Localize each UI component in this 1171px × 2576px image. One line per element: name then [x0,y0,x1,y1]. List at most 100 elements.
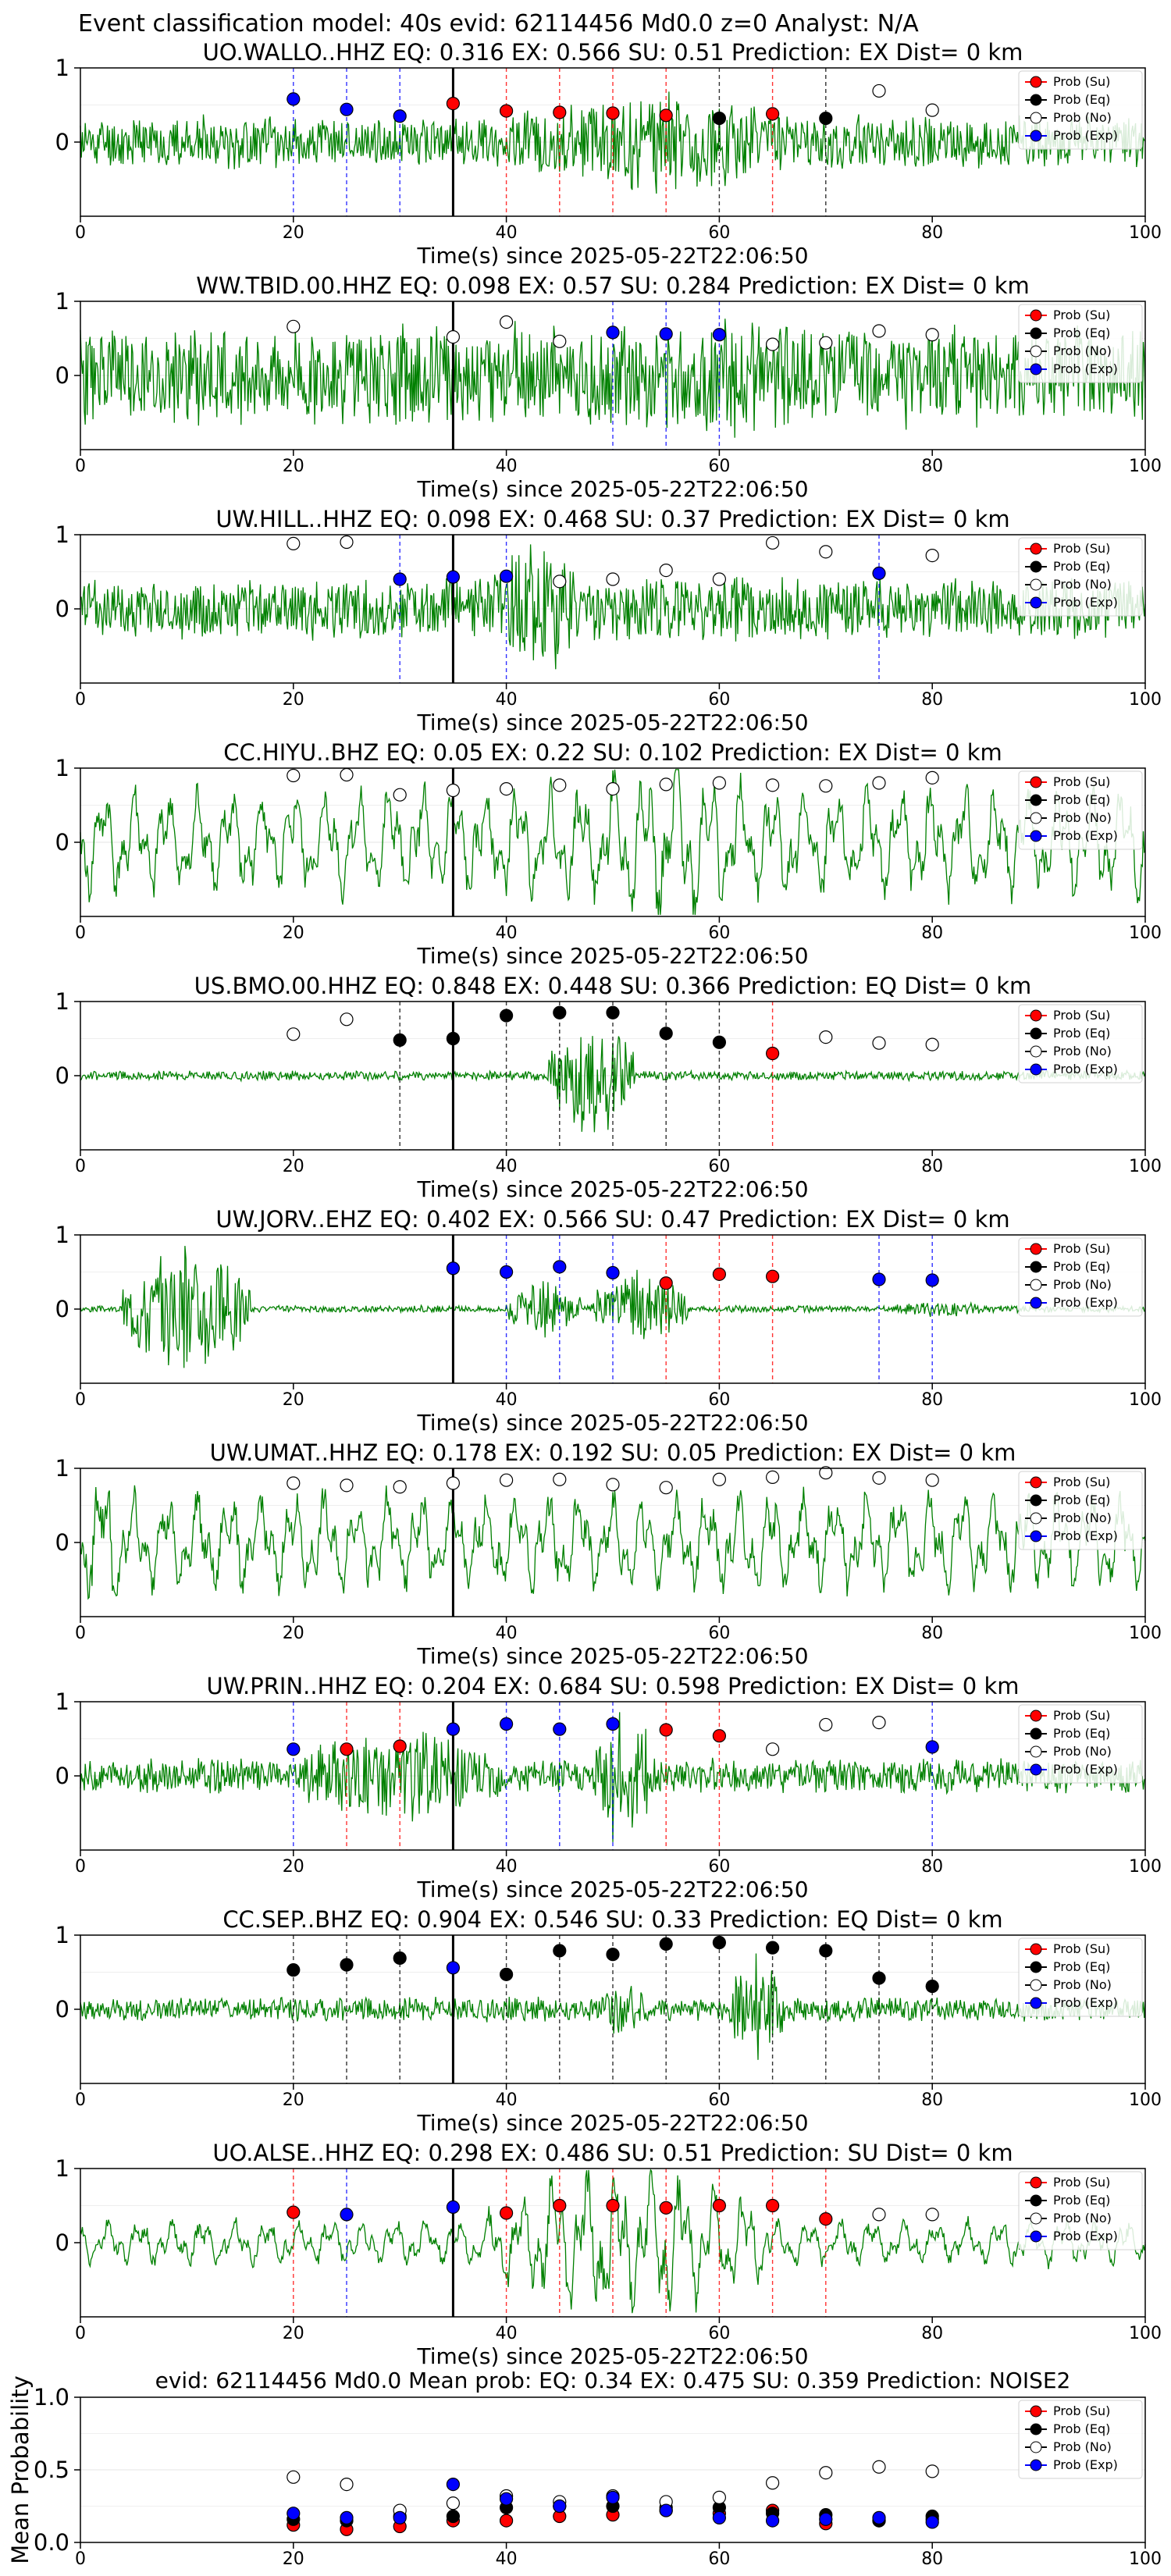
y-tick-label: 1 [55,2155,69,2182]
legend-label: Prob (Exp) [1053,1062,1118,1076]
y-tick-label: 0 [55,1763,69,1789]
legend-marker [1030,830,1042,842]
prob-marker-exp [340,2208,354,2222]
waveform-trace [80,1712,1146,1842]
x-tick-label: 0 [75,1157,86,1176]
legend-box [1018,1704,1143,1784]
prob-marker-exp [446,1261,461,1276]
x-tick-label: 60 [708,1157,730,1176]
mean-marker-exp [872,2510,886,2524]
legend-label: Prob (Su) [1053,308,1110,322]
prob-marker-su [765,1046,780,1061]
prob-marker-no [606,781,620,796]
x-tick-label: 80 [921,457,943,476]
y-tick-label: 0 [55,596,69,622]
legend-marker [1030,327,1042,340]
legend-label: Prob (Eq) [1053,2193,1110,2208]
prob-marker-exp [393,572,407,586]
y-tick-label: 1 [55,521,69,548]
legend-label: Prob (Eq) [1053,1726,1110,1741]
x-tick-label: 20 [283,1857,304,1877]
legend-marker [1030,578,1042,591]
prob-marker-no [340,1012,354,1026]
mean-marker-no [819,2466,833,2480]
prob-marker-exp [553,1260,567,1274]
legend-marker [1030,2212,1042,2225]
legend-label: Prob (Eq) [1053,1259,1110,1274]
prob-marker-exp [446,1961,461,1975]
y-tick-label: 0 [55,1996,69,2023]
prob-marker-exp [499,1717,514,1731]
prob-marker-no [872,776,886,790]
legend-box [1018,537,1143,617]
legend-marker [1030,776,1042,788]
y-tick-label: 0.0 [34,2529,69,2556]
prob-marker-exp [446,570,461,584]
x-tick-label: 100 [1129,1624,1162,1643]
prob-marker-no [765,535,780,550]
x-tick-label: 0 [75,223,86,243]
prob-marker-eq [393,1033,407,1048]
waveform-panel: UO.WALLO..HHZ EQ: 0.316 EX: 0.566 SU: 0.… [55,39,1162,269]
x-tick-label: 20 [283,1624,304,1643]
x-tick-label: 60 [708,1857,730,1877]
prob-marker-su [712,1267,727,1281]
panel-title: UW.PRIN..HHZ EQ: 0.204 EX: 0.684 SU: 0.5… [206,1673,1019,1699]
legend-marker [1030,2441,1042,2453]
legend-box [1018,770,1143,850]
prob-marker-exp [872,1272,886,1286]
waveform-trace [80,1036,1146,1133]
panel-title: UW.UMAT..HHZ EQ: 0.178 EX: 0.192 SU: 0.0… [210,1439,1016,1466]
legend-box [1018,2400,1143,2479]
x-tick-label: 20 [283,2324,304,2343]
legend-label: Prob (No) [1053,810,1112,825]
prob-marker-su [659,2201,673,2215]
prob-marker-no [872,324,886,338]
legend-marker [1030,94,1042,106]
waveform-trace [80,2169,1146,2314]
legend-marker [1030,1979,1042,1991]
prob-marker-su [659,1723,673,1737]
panel-title: UO.ALSE..HHZ EQ: 0.298 EX: 0.486 SU: 0.5… [212,2140,1013,2166]
mean-marker-no [765,2476,780,2490]
prob-marker-eq [925,1979,939,1994]
prob-marker-no [659,1481,673,1495]
prob-marker-su [659,109,673,123]
prob-marker-no [393,788,407,802]
prob-marker-no [712,572,727,586]
legend-label: Prob (No) [1053,1044,1112,1059]
x-tick-label: 60 [708,1390,730,1410]
x-tick-label: 0 [75,2549,86,2569]
x-tick-label: 0 [75,2090,86,2110]
legend-label: Prob (Su) [1053,1708,1110,1723]
waveform-panel: UW.PRIN..HHZ EQ: 0.204 EX: 0.684 SU: 0.5… [55,1673,1162,1902]
prob-marker-no [553,575,567,589]
legend-marker [1030,1943,1042,1955]
prob-marker-no [872,1471,886,1485]
x-axis-label: Time(s) since 2025-05-22T22:06:50 [416,2343,808,2369]
prob-marker-exp [393,109,407,123]
prob-marker-exp [872,566,886,581]
prob-marker-no [765,337,780,351]
x-tick-label: 20 [283,2090,304,2110]
prob-marker-eq [606,1948,620,1962]
prob-marker-eq [765,1941,780,1955]
x-tick-label: 40 [496,690,518,710]
legend-marker [1030,596,1042,609]
legend-marker [1030,345,1042,358]
x-axis-label: Time(s) since 2025-05-22T22:06:50 [416,1176,808,1202]
panel-title: UO.WALLO..HHZ EQ: 0.316 EX: 0.566 SU: 0.… [203,39,1023,66]
x-tick-label: 40 [496,2549,518,2569]
legend-box [1018,1937,1143,2017]
waveform-panel: UW.HILL..HHZ EQ: 0.098 EX: 0.468 SU: 0.3… [55,506,1162,735]
legend-box [1018,1004,1143,1083]
prob-marker-no [819,336,833,350]
y-tick-label: 0 [55,1062,69,1089]
legend-marker [1030,2230,1042,2243]
legend-marker [1030,1261,1042,1273]
prob-marker-no [925,548,939,563]
legend-label: Prob (Exp) [1053,1528,1118,1543]
prob-marker-no [659,777,673,792]
legend-label: Prob (Su) [1053,2403,1110,2418]
waveform-panel: US.BMO.00.HHZ EQ: 0.848 EX: 0.448 SU: 0.… [55,973,1162,1202]
